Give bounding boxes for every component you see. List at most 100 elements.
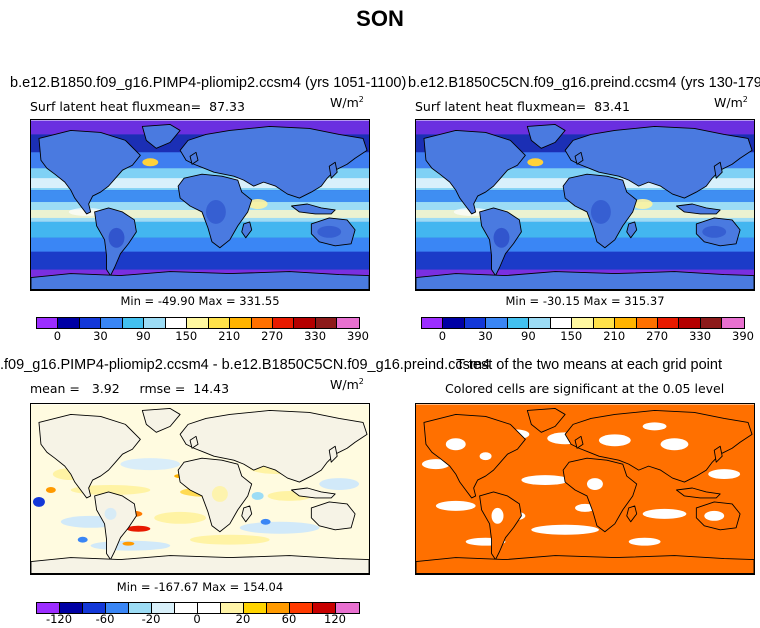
- continent-sa: [479, 491, 522, 561]
- continent-uk: [189, 151, 199, 165]
- panel-3-units: W/m2: [330, 377, 364, 393]
- colorbar-box: [129, 603, 152, 613]
- continent-madagascar: [241, 221, 253, 239]
- colorbar-box: [58, 318, 80, 328]
- continent-australia: [310, 501, 356, 531]
- continent-na: [38, 129, 141, 215]
- panel-3-mean: 3.92: [91, 381, 120, 396]
- colorbar-tick-label: 90: [136, 329, 151, 343]
- colorbar-box: [272, 318, 295, 328]
- continent-greenland: [141, 408, 181, 433]
- panel-2-mean-label: mean=: [540, 99, 587, 114]
- colorbar-tick-label: 390: [347, 329, 369, 343]
- panel-3-max: 154.04: [242, 580, 284, 594]
- panel-3-map-svg: [31, 404, 369, 574]
- panel-1-mean-label: mean=: [155, 99, 202, 114]
- colorbar-box: [221, 603, 244, 613]
- panel-2-minmax: Min = -30.15 Max = 315.37: [505, 294, 665, 308]
- panel-2-subtitle: Surf latent heat fluxmean= 83.41: [415, 99, 630, 114]
- colorbar-box: [60, 603, 83, 613]
- colorbar-box: [337, 318, 359, 328]
- continent-antarctica: [416, 271, 754, 290]
- panel-2-map: [415, 119, 755, 291]
- colorbar-tick-label: 20: [235, 612, 251, 626]
- colorbar-box: [144, 318, 166, 328]
- continent-uk: [574, 435, 584, 449]
- panel-3-minmax: Min = -167.67 Max = 154.04: [116, 580, 284, 594]
- continent-sa: [94, 491, 137, 561]
- colorbar-box: [208, 318, 231, 328]
- panel-4-title: T-test of the two means at each grid poi…: [456, 357, 722, 373]
- continent-antarctica: [31, 271, 369, 290]
- continent-japan: [328, 161, 338, 179]
- continent-na: [38, 413, 141, 499]
- colorbar-box: [106, 603, 129, 613]
- colorbar-tick-label: 90: [521, 329, 536, 343]
- colorbar-box: [313, 603, 336, 613]
- colorbar-tick-label: 0: [193, 612, 201, 626]
- panel-3-colorbar: [36, 602, 360, 614]
- panel-2-max: 315.37: [624, 294, 665, 308]
- colorbar-box: [294, 318, 316, 328]
- colorbar-tick-label: -20: [141, 612, 161, 626]
- colorbar-tick-label: 30: [93, 329, 108, 343]
- continent-japan: [328, 445, 338, 463]
- continent-africa: [562, 457, 638, 533]
- continent-japan: [713, 445, 723, 463]
- panel-2-map-svg: [416, 120, 754, 290]
- continent-antarctica: [416, 555, 754, 574]
- panel-4-subtitle: Colored cells are significant at the 0.0…: [445, 381, 725, 396]
- panel-2-units: W/m2: [714, 95, 748, 111]
- colorbar-tick-label: -120: [45, 612, 73, 626]
- panel-2-title: b.e12.B1850C5CN.f09_g16.preind.ccsm4 (yr…: [408, 75, 760, 91]
- panel-1-title: b.e12.B1850.f09_g16.PIMP4-pliomip2.ccsm4…: [10, 75, 407, 91]
- colorbar-box: [175, 603, 198, 613]
- continent-uk: [189, 435, 199, 449]
- colorbar-box: [37, 603, 60, 613]
- continent-indonesia: [676, 487, 721, 499]
- colorbar-box: [464, 318, 487, 328]
- colorbar-tick-label: 120: [324, 612, 346, 626]
- colorbar-box: [267, 603, 290, 613]
- continent-antarctica: [31, 555, 369, 574]
- panel-2-field-name: Surf latent heat flux: [415, 99, 541, 114]
- colorbar-box: [152, 603, 175, 613]
- panel-1-map-svg: [31, 120, 369, 290]
- colorbar-box: [507, 318, 530, 328]
- panel-3-title: .f09_g16.PIMP4-pliomip2.ccsm4 - b.e12.B1…: [0, 357, 491, 373]
- panel-2-mean-value: 83.41: [594, 99, 630, 114]
- page-title: SON: [356, 6, 404, 31]
- continent-indonesia: [291, 487, 336, 499]
- colorbar-tick-label: 330: [689, 329, 712, 343]
- colorbar-box: [83, 603, 106, 613]
- colorbar-box: [657, 318, 680, 328]
- colorbar-tick-label: 150: [560, 329, 583, 343]
- colorbar-tick-label: 210: [218, 329, 241, 343]
- panel-3-map: [30, 403, 370, 575]
- panel-1-min: -49.90: [157, 294, 195, 308]
- continent-indonesia: [676, 203, 721, 215]
- panel-1-mean-value: 87.33: [209, 99, 245, 114]
- panel-3-min: -167.67: [154, 580, 199, 594]
- colorbar-tick-label: 330: [304, 329, 327, 343]
- colorbar-box: [101, 318, 123, 328]
- continent-na: [423, 413, 526, 499]
- panel-4-map: [415, 403, 755, 575]
- panel-1-subtitle: Surf latent heat fluxmean= 87.33: [30, 99, 245, 114]
- panel-2-min: -30.15: [542, 294, 580, 308]
- continent-eurasia: [564, 410, 753, 483]
- panel-4-map-svg: [416, 404, 754, 574]
- colorbar-box: [315, 318, 338, 328]
- colorbar-box: [722, 318, 744, 328]
- panel-1-max: 331.55: [239, 294, 280, 308]
- colorbar-box: [198, 603, 221, 613]
- colorbar-box: [37, 318, 59, 328]
- panel-1-map: [30, 119, 370, 291]
- colorbar-box: [244, 603, 267, 613]
- colorbar-tick-label: 150: [175, 329, 198, 343]
- colorbar-box: [550, 318, 573, 328]
- panel-1-units: W/m2: [330, 95, 364, 111]
- colorbar-tick-label: 60: [281, 612, 297, 626]
- colorbar-tick-label: 0: [438, 329, 447, 343]
- colorbar-box: [529, 318, 551, 328]
